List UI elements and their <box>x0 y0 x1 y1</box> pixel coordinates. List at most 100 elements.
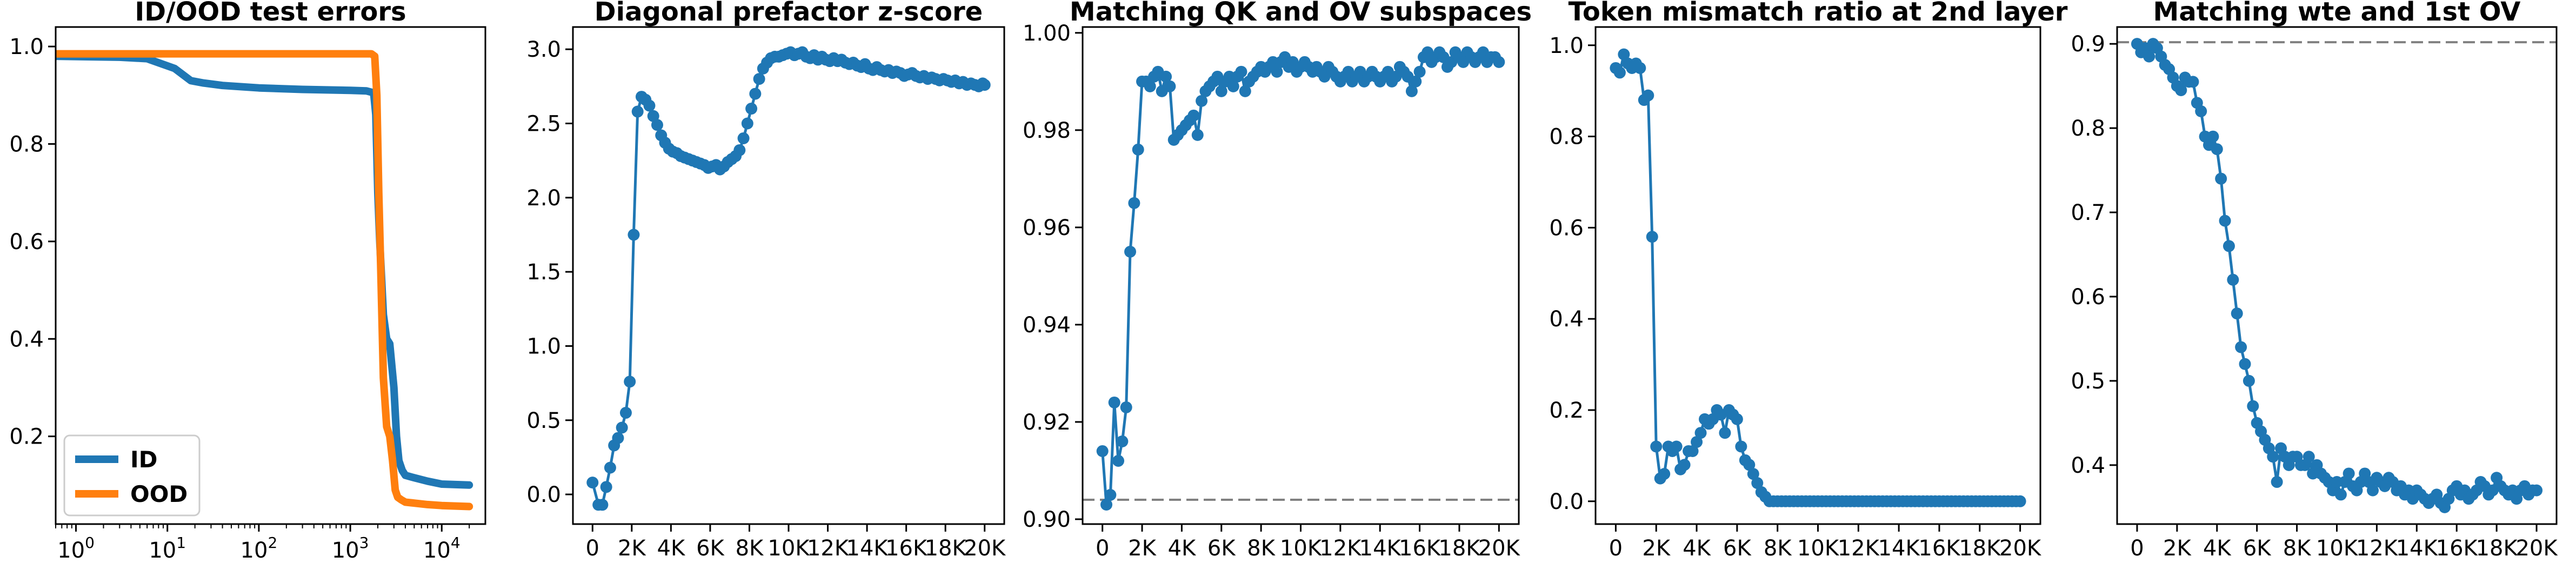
x-tick-exponent: 1 <box>176 534 186 552</box>
x-tick-label: 10K <box>2316 536 2359 561</box>
data-point <box>1116 435 1129 447</box>
data-point <box>2215 172 2227 185</box>
data-point <box>2239 358 2251 370</box>
y-tick-label: 0.5 <box>2071 369 2105 394</box>
series-line-ood <box>56 50 473 511</box>
data-point <box>1747 468 1759 480</box>
y-tick-label: 0.0 <box>1549 489 1584 514</box>
chart-panel-3: Matching QK and OV subspaces 0.90 0.92 0.94… <box>1023 0 1532 561</box>
data-point <box>1743 459 1756 471</box>
data-point <box>2187 76 2199 88</box>
data-point <box>2014 495 2026 507</box>
axes-frame <box>1082 26 1520 525</box>
x-tick-label: 18K <box>1959 536 2001 561</box>
y-tick-label: 0.5 <box>526 408 561 433</box>
data-point <box>741 117 753 130</box>
data-point <box>2219 214 2231 227</box>
x-tick-label: 12K <box>807 536 850 561</box>
y-tick-label: 0.4 <box>2071 453 2105 478</box>
y-tick-label: 0.94 <box>1023 313 1071 338</box>
chart-panel-5: Matching wte and 1st OV 0.4 0.5 0.6 0.7 0.8 0.… <box>2071 0 2558 561</box>
x-tick-base: 10 <box>423 538 451 563</box>
x-tick-label: 14K <box>1878 536 1921 561</box>
x-tick-label: 10K <box>1280 536 1323 561</box>
data-point <box>2343 467 2355 480</box>
y-tick-label: 0.2 <box>9 425 44 450</box>
data-point <box>1108 396 1120 408</box>
x-tick-label: 8K <box>1764 536 1792 561</box>
x-tick-label: 0 <box>586 536 599 561</box>
data-point <box>1096 445 1109 457</box>
data-point <box>2211 143 2223 156</box>
x-tick-label: 2K <box>1642 536 1671 561</box>
y-tick-label: 0.96 <box>1023 216 1071 240</box>
data-point <box>2303 451 2315 463</box>
plot-area <box>1610 48 2026 507</box>
data-point <box>2235 341 2247 353</box>
legend-label: OOD <box>130 481 188 507</box>
data-point <box>1686 445 1699 457</box>
y-tick-label: 0.0 <box>526 482 561 507</box>
data-point <box>647 110 659 122</box>
x-tick-label: 18K <box>925 536 967 561</box>
chart-title: Token mismatch ratio at 2nd layer <box>1569 0 2068 27</box>
data-point <box>619 407 632 419</box>
data-point <box>1405 85 1418 97</box>
axes-frame <box>1594 26 2041 525</box>
data-point <box>1160 70 1172 83</box>
x-tick-label: 4K <box>657 536 686 561</box>
y-tick-label: 0.7 <box>2071 200 2105 225</box>
data-point <box>2227 273 2239 286</box>
data-point <box>745 103 758 115</box>
x-tick-label: 8K <box>736 536 764 561</box>
data-point <box>1239 85 1251 97</box>
data-point <box>1227 80 1239 92</box>
x-tick-label: 0 <box>1096 536 1109 561</box>
x-tick-label: 10K <box>768 536 810 561</box>
x-tick-label: 8K <box>2283 536 2312 561</box>
data-point <box>1618 48 1630 61</box>
x-tick-label: 8K <box>1247 536 1276 561</box>
data-point <box>1187 109 1200 122</box>
x-tick-label: 6K <box>1207 536 1236 561</box>
data-point <box>1735 440 1747 453</box>
data-point <box>1658 468 1671 480</box>
y-tick-label: 0.8 <box>2071 116 2105 141</box>
plot-area <box>56 50 473 511</box>
plot-area <box>1096 46 1505 511</box>
data-point <box>643 99 656 112</box>
x-tick-exponent: 0 <box>85 534 95 552</box>
data-point <box>1215 85 1227 97</box>
x-tick-label: 103 <box>332 534 369 563</box>
data-point <box>624 375 636 388</box>
x-tick-label: 104 <box>423 534 461 563</box>
data-point <box>1124 245 1137 258</box>
x-tick-label: 6K <box>696 536 725 561</box>
y-tick-label: 1.5 <box>526 260 561 285</box>
data-point <box>1191 129 1204 141</box>
y-tick-label: 0.6 <box>9 230 44 254</box>
data-point <box>586 477 599 489</box>
data-point <box>1650 440 1663 453</box>
data-point <box>2195 105 2207 117</box>
x-tick-label: 18K <box>2476 536 2519 561</box>
data-point <box>631 105 644 118</box>
data-point <box>1164 80 1176 92</box>
data-point <box>1719 427 1731 439</box>
x-tick-label: 20K <box>1999 536 2042 561</box>
data-point <box>596 499 609 511</box>
data-point <box>2271 476 2283 488</box>
y-tick-label: 1.0 <box>9 35 44 59</box>
data-point <box>2367 484 2379 497</box>
data-point <box>1410 75 1422 88</box>
data-point <box>1731 413 1743 425</box>
y-tick-label: 0.9 <box>2071 32 2105 57</box>
x-tick-label: 4K <box>1683 536 1711 561</box>
legend: ID OOD <box>63 434 201 517</box>
data-point <box>1128 197 1140 209</box>
data-point <box>1642 89 1654 102</box>
data-point <box>1120 401 1132 413</box>
